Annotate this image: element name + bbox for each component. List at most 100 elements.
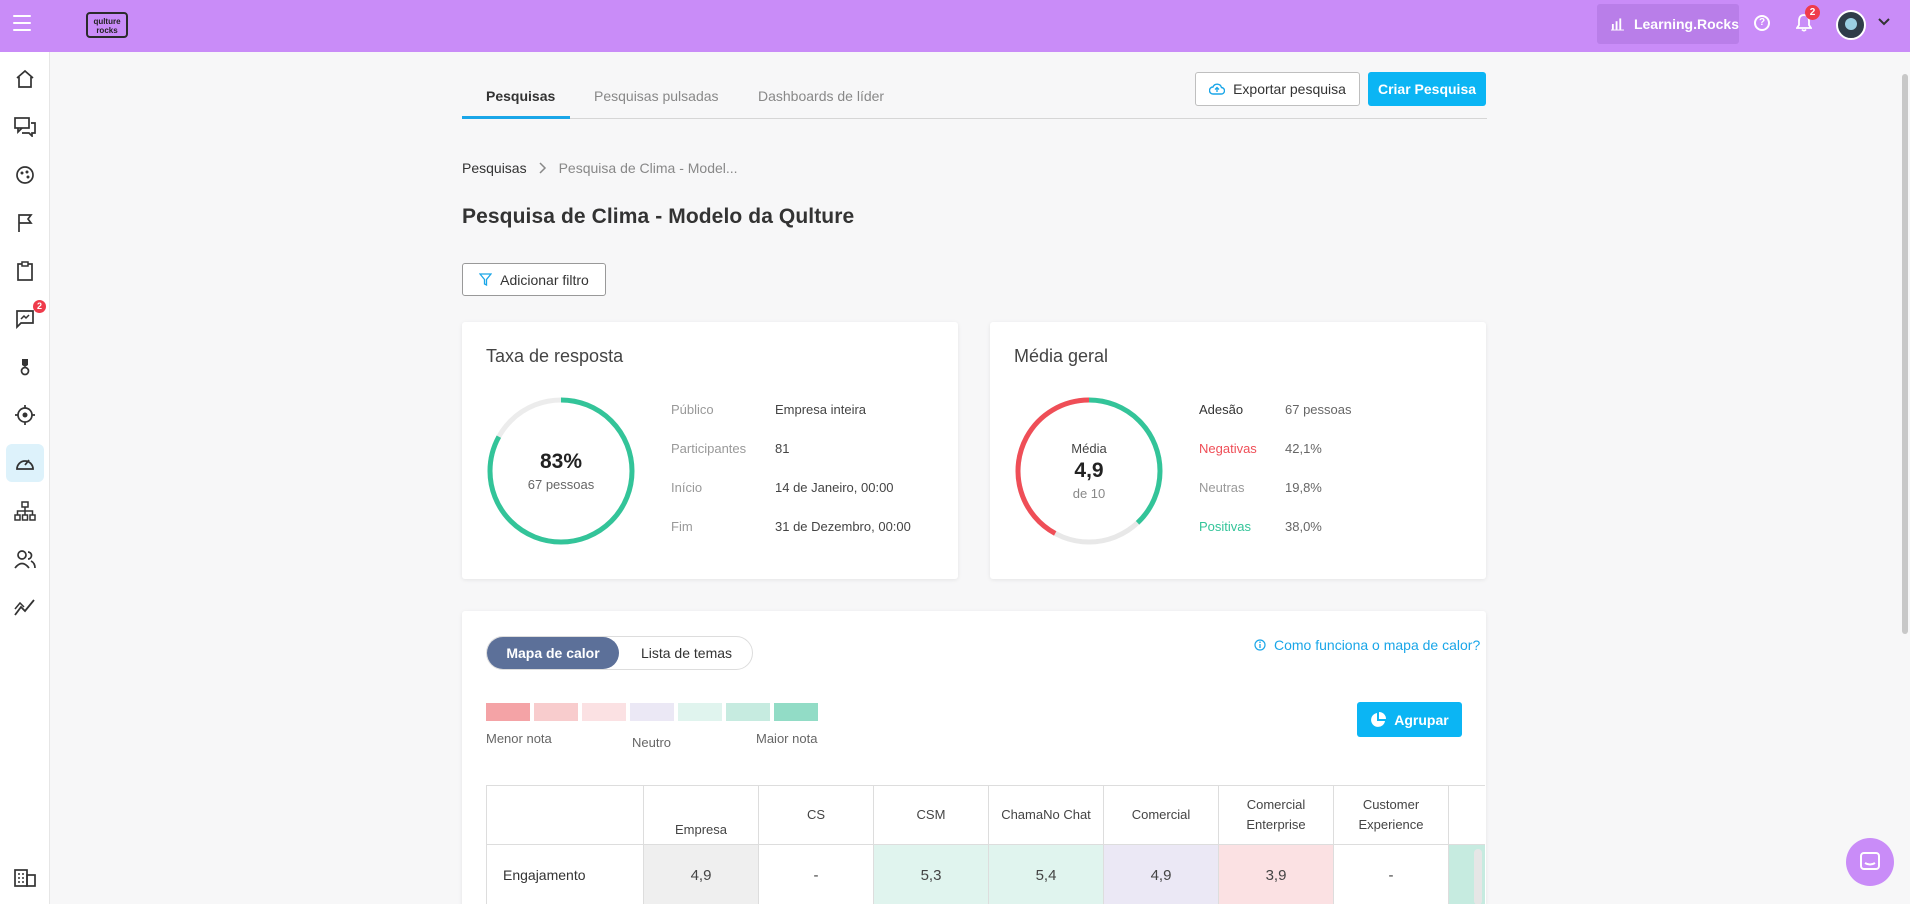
sidebar-item-feedback[interactable]: 2 (6, 300, 46, 338)
cloud-upload-icon (1209, 83, 1226, 95)
learning-rocks-label: Learning.Rocks (1633, 16, 1739, 32)
info-value-inicio: 14 de Janeiro, 00:00 (775, 480, 894, 495)
average-score-donut: Média 4,9 de 10 (1014, 396, 1164, 546)
table-column-header[interactable]: Comercial (1104, 786, 1219, 845)
response-rate-title: Taxa de resposta (486, 346, 624, 366)
sidebar-item-home[interactable] (6, 60, 44, 98)
home-icon (16, 69, 34, 88)
export-survey-button[interactable]: Exportar pesquisa (1195, 72, 1360, 106)
page-title: Pesquisa de Clima - Modelo da Qulture (462, 205, 855, 228)
sidebar-item-chat[interactable] (6, 108, 44, 146)
legend-swatch (582, 703, 626, 721)
group-button[interactable]: Agrupar (1357, 702, 1462, 737)
create-survey-button[interactable]: Criar Pesquisa (1368, 72, 1486, 106)
table-cell[interactable]: 4,9 (644, 845, 759, 904)
response-people: 67 pessoas (527, 477, 595, 492)
sidebar-item-targets[interactable] (6, 396, 44, 434)
response-rate-value: 83% (539, 450, 583, 473)
info-value-publico: Empresa inteira (775, 402, 867, 417)
average-score-scale: de 10 (1072, 486, 1106, 501)
target-icon (15, 405, 35, 425)
response-rate-arc (487, 397, 635, 545)
add-filter-label: Adicionar filtro (500, 271, 589, 288)
table-column-header[interactable]: Comercial Enterprise (1219, 786, 1334, 845)
sidebar-item-culture[interactable] (6, 156, 44, 194)
average-center-label: Média (1071, 441, 1107, 456)
learning-rocks-button[interactable]: Learning.Rocks (1597, 4, 1739, 44)
breadcrumb-root[interactable]: Pesquisas (462, 160, 527, 176)
tab-pesquisas[interactable]: Pesquisas (486, 88, 556, 104)
sidebar-item-surveys[interactable] (6, 444, 44, 482)
legend-swatch (534, 703, 578, 721)
sidebar-item-org-chart[interactable] (6, 492, 44, 530)
table-cell[interactable]: 4,9 (1104, 845, 1219, 904)
sidebar-item-reviews[interactable] (6, 252, 44, 290)
table-column-header[interactable]: ChamaNo Chat (989, 786, 1104, 845)
table-scrollbar[interactable] (1474, 849, 1482, 904)
info-value-negativas: 42,1% (1285, 441, 1322, 456)
table-column-header[interactable]: CS (759, 786, 874, 845)
tab-theme-list[interactable]: Lista de temas (640, 645, 733, 661)
info-key-neutras: Neutras (1199, 480, 1245, 495)
sidebar-item-analytics[interactable] (6, 588, 44, 626)
tab-dashboards-lider[interactable]: Dashboards de líder (758, 88, 885, 104)
legend-swatch (630, 703, 674, 721)
flag-icon (18, 214, 33, 232)
breadcrumb-current: Pesquisa de Clima - Model... (558, 160, 738, 176)
table-cell[interactable]: - (759, 845, 874, 904)
analytics-icon (14, 599, 35, 616)
palette-icon (16, 166, 34, 184)
sidebar-item-company[interactable] (6, 858, 44, 896)
info-key-negativas: Negativas (1199, 441, 1257, 456)
table-cell[interactable]: 5,3 (874, 845, 989, 904)
legend-swatch (486, 703, 530, 721)
chat-bubble-icon (1860, 852, 1880, 870)
table-cell[interactable]: 3,9 (1219, 845, 1334, 904)
sidebar-item-people[interactable] (6, 540, 44, 578)
legend-swatch (726, 703, 770, 721)
logo-text: qulture rocks (93, 17, 121, 35)
legend-swatch (774, 703, 818, 721)
legend-min-label: Menor nota (486, 731, 552, 746)
feedback-icon (16, 310, 34, 329)
add-filter-button[interactable]: Adicionar filtro (462, 263, 606, 296)
response-rate-donut: 83% 67 pessoas (486, 396, 636, 546)
heatmap-help-link[interactable]: Como funciona o mapa de calor? (1254, 637, 1480, 653)
table-cell[interactable]: - (1334, 845, 1449, 904)
sidebar-item-goals[interactable] (6, 204, 44, 242)
table-column-header[interactable]: Eng (1449, 786, 1485, 845)
heatmap-table: Empresa CS CSM ChamaNo Chat Comercial Comerci… (486, 785, 1485, 904)
heatmap-view-toggle: Mapa de calor Lista de temas (486, 636, 753, 670)
table-column-header[interactable]: CSM (874, 786, 989, 845)
support-chat-button[interactable] (1846, 838, 1894, 886)
help-icon[interactable]: ? (1754, 15, 1770, 31)
table-column-header[interactable]: Customer Experience (1334, 786, 1449, 845)
info-icon (1254, 639, 1266, 651)
chat-icon (14, 117, 36, 137)
avatar[interactable] (1836, 10, 1866, 40)
filter-icon (479, 273, 493, 286)
table-column-header[interactable]: Empresa (644, 786, 759, 845)
sidebar: 2 (0, 52, 50, 904)
company-logo[interactable]: qulture rocks (86, 12, 128, 38)
chevron-down-icon[interactable] (1878, 18, 1890, 26)
hamburger-menu-icon[interactable] (13, 15, 31, 31)
info-key-positivas: Positivas (1199, 519, 1252, 534)
heatmap-help-label: Como funciona o mapa de calor? (1274, 637, 1481, 653)
table-row-label: Engajamento (487, 845, 644, 904)
positive-arc (1015, 397, 1163, 545)
page-scrollbar[interactable] (1902, 74, 1908, 634)
tab-pesquisas-pulsadas[interactable]: Pesquisas pulsadas (594, 88, 719, 104)
info-value-positivas: 38,0% (1285, 519, 1322, 534)
info-value-neutras: 19,8% (1285, 480, 1322, 495)
sidebar-item-recognition[interactable] (6, 348, 44, 386)
tab-underline (462, 116, 570, 119)
tab-heatmap[interactable]: Mapa de calor (487, 637, 619, 669)
legend-max-label: Maior nota (756, 731, 818, 746)
info-key-inicio: Início (671, 480, 703, 495)
table-cell[interactable]: 5,4 (989, 845, 1104, 904)
page-tabs: Pesquisas Pesquisas pulsadas Dashboards … (462, 76, 1487, 119)
people-icon (14, 550, 36, 569)
table-header-empty (487, 786, 644, 845)
info-value-adesao: 67 pessoas (1285, 402, 1352, 417)
